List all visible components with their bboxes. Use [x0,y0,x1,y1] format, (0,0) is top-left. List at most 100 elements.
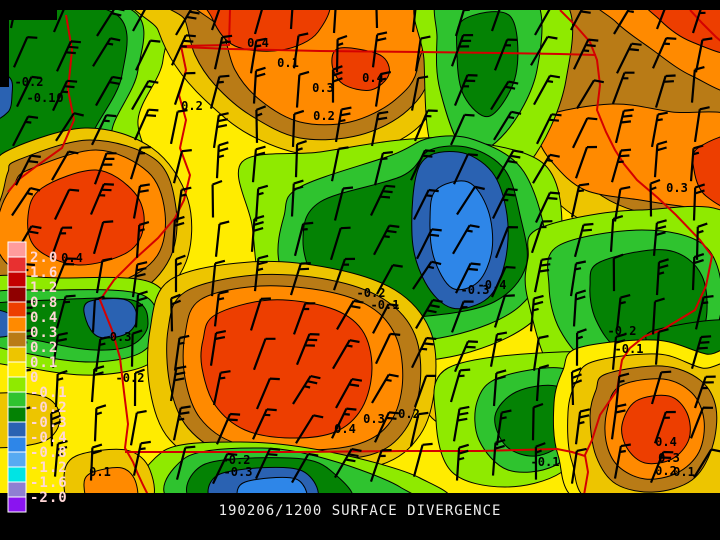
wind-barb [171,215,185,253]
colorbar-cell [7,241,27,258]
wind-barb [252,408,277,440]
contour-label: -0.1 [615,342,644,356]
wind-barb [91,114,117,146]
state-border-line [559,10,714,493]
wind-barb [572,117,598,149]
wind-barb [374,411,400,443]
wind-barb [572,289,587,327]
wind-barb [89,443,103,481]
wind-barb [530,220,553,254]
wind-barb [449,368,471,403]
wind-barb [456,185,485,216]
colorbar-cell [7,376,27,393]
wind-barb [169,109,188,145]
colorbar-tick-label: -1.2 [30,460,68,476]
wind-barb [295,414,324,444]
contour-label: -0.3 [103,330,132,344]
wind-barb [255,105,267,143]
wind-barb [455,262,481,294]
wind-barb [450,300,474,333]
wind-barb [135,39,161,71]
wind-barb [249,297,271,331]
contour-label: 0 [56,91,63,105]
contour-label: 0.4 [655,435,677,449]
colorbar-cell [7,451,27,468]
contour-label: -0.4 [478,278,507,292]
map-layer [0,10,720,493]
wind-barb [335,378,363,409]
wind-barb [693,448,720,479]
wind-barb [611,71,635,104]
wind-barb [534,442,546,480]
colorbar-tick-label: 0.8 [30,295,58,311]
wind-barb [692,183,706,221]
wind-barb [135,221,150,258]
wind-barb [52,257,77,290]
wind-barb [412,260,442,290]
wind-barb [373,151,394,186]
wind-barb [412,442,433,477]
wind-barb [212,112,229,149]
wind-barb [615,294,631,331]
wind-barb [373,224,400,256]
wind-barb [289,262,311,296]
contour-label: 0.2 [398,407,420,421]
wind-barb [536,113,562,145]
wind-barb [371,31,388,68]
contour-label: 0.4 [247,36,269,50]
colorbar-cell [7,286,27,303]
wind-barb [653,140,668,178]
contour-label: -0.2 [116,371,145,385]
wind-barb [93,404,107,442]
wind-barb [450,34,474,67]
wind-barb [570,10,591,31]
wind-barb [609,215,624,252]
wind-barb [334,448,362,479]
wind-barb [490,265,516,298]
wind-barb [175,10,200,36]
wind-barb [655,258,669,296]
wind-barb [295,70,310,108]
wind-barb [610,148,632,183]
wind-barb [336,299,364,330]
wind-barb [293,221,314,257]
contour-label: -0.3 [461,283,490,297]
contour-label: 0.3 [666,181,688,195]
contour-label: -0.1 [531,455,560,469]
contour-band-redorange [621,394,691,465]
wind-barb [411,10,417,33]
wind-barb [415,298,443,329]
contour-label: -0.3 [224,465,253,479]
wind-barb [252,337,276,371]
colorbar-tick-label: -0.2 [30,400,68,416]
wind-barb [410,75,429,111]
wind-barb [454,10,470,37]
plot-edge-notch [9,10,57,20]
wind-barb [493,110,522,141]
wind-barb [490,10,501,32]
wind-barb [372,303,399,334]
wind-barb [173,71,196,105]
colorbar-cell [7,466,27,483]
wind-barb [573,38,599,70]
colorbar-tick-label: 1.2 [30,280,58,296]
wind-barb [614,372,630,410]
wind-barb [532,334,549,371]
contour-band-redorange [200,299,373,439]
wind-barb [493,294,515,328]
wind-barb [92,220,114,255]
wind-barb [613,443,631,479]
colorbar-cell [7,301,27,318]
wind-barb [16,75,42,108]
state-border-line [125,447,586,457]
wind-barb [213,34,233,70]
wind-barb [252,66,266,104]
wind-barb [292,302,316,335]
colorbar-cell [7,436,27,453]
wind-barb [574,145,598,179]
contour-label: 0.3 [312,81,334,95]
wind-barb [416,228,442,260]
state-border-line [7,14,76,193]
wind-barb [291,452,319,484]
